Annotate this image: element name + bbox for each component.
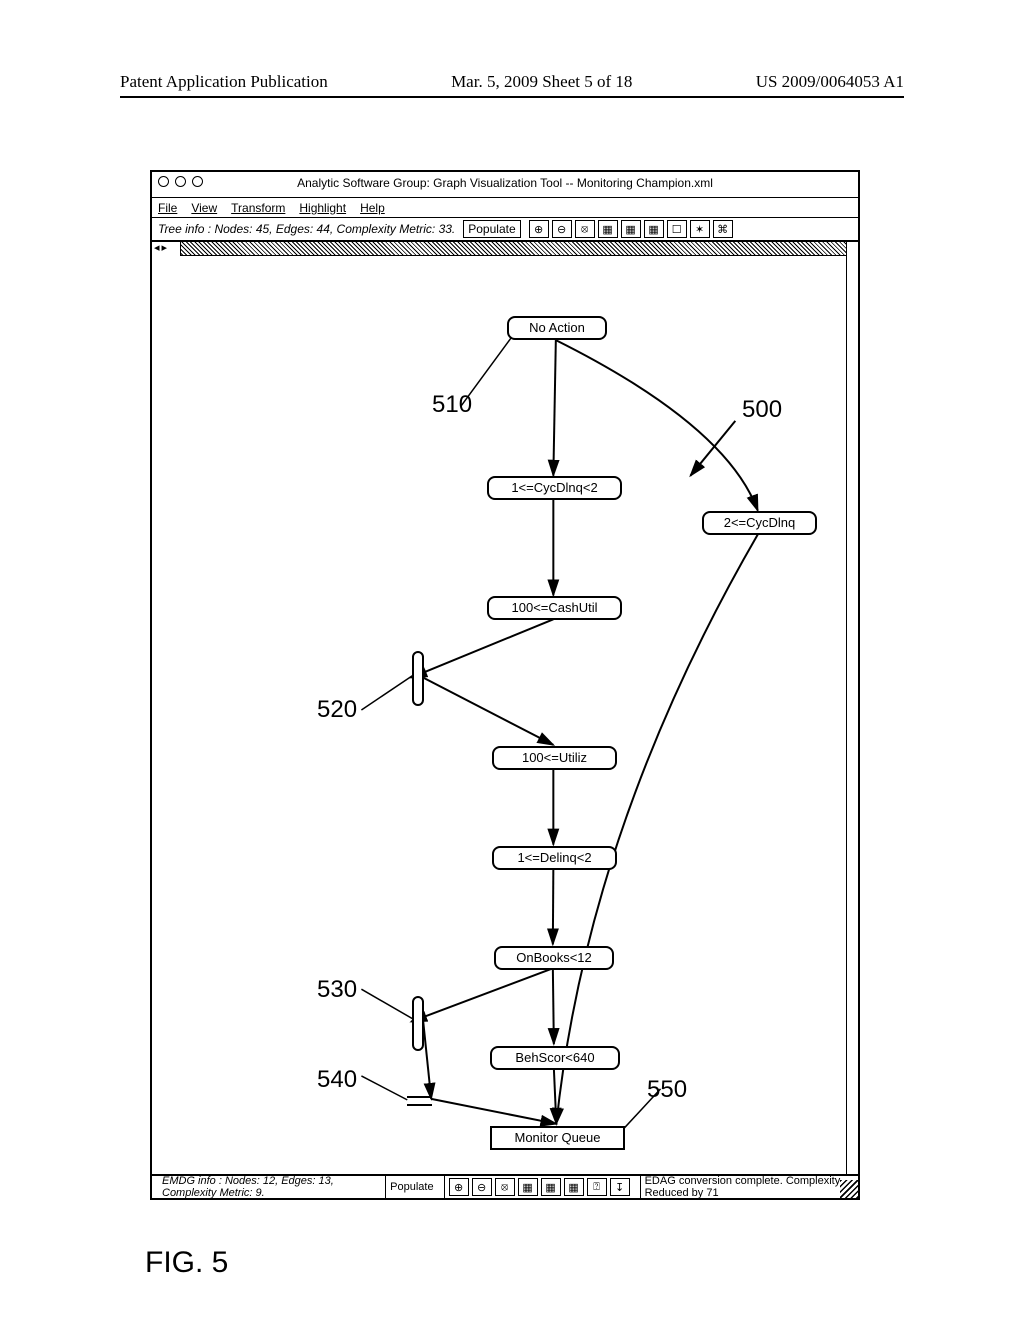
node-delq: 1<=Delinq<2 bbox=[492, 846, 617, 870]
tree-info-text: Tree info : Nodes: 45, Edges: 44, Comple… bbox=[158, 222, 455, 236]
toolbar-icon[interactable]: ▦ bbox=[598, 220, 618, 238]
toolbar-icon[interactable]: ⊖ bbox=[552, 220, 572, 238]
ref-550: 550 bbox=[647, 1076, 687, 1104]
node-cyc1: 1<=CycDlnq<2 bbox=[487, 476, 622, 500]
status-bar: EMDG info : Nodes: 12, Edges: 13, Comple… bbox=[152, 1174, 858, 1198]
page-header: Patent Application Publication Mar. 5, 2… bbox=[120, 72, 904, 92]
toolbar-icon[interactable]: ⊕ bbox=[529, 220, 549, 238]
header-mid: Mar. 5, 2009 Sheet 5 of 18 bbox=[451, 72, 632, 92]
window-title: Analytic Software Group: Graph Visualiza… bbox=[152, 176, 858, 190]
bar-b520 bbox=[412, 651, 424, 706]
patent-page: Patent Application Publication Mar. 5, 2… bbox=[0, 0, 1024, 1320]
toolbar-icons[interactable]: ⊕⊖⦻▦▦▦☐✶⌘ bbox=[529, 220, 733, 238]
figure-label: FIG. 5 bbox=[145, 1246, 228, 1280]
status-icons[interactable]: ⊕⊖⦻▦▦▦⍰↧ bbox=[444, 1176, 634, 1198]
menu-help[interactable]: Help bbox=[360, 201, 385, 215]
toolbar-icon[interactable]: ↧ bbox=[610, 1178, 630, 1196]
ref-500: 500 bbox=[742, 396, 782, 424]
bar-b530 bbox=[412, 996, 424, 1051]
menu-file[interactable]: File bbox=[158, 201, 177, 215]
header-right: US 2009/0064053 A1 bbox=[756, 72, 904, 92]
scrollbar-vertical[interactable] bbox=[846, 242, 858, 1174]
resize-grip-icon[interactable] bbox=[840, 1180, 858, 1198]
ref-510: 510 bbox=[432, 391, 472, 419]
toolbar-icon[interactable]: ▦ bbox=[518, 1178, 538, 1196]
toolbar-icon[interactable]: ⊕ bbox=[449, 1178, 469, 1196]
toolbar-icon[interactable]: ⦻ bbox=[495, 1178, 515, 1196]
tree-info-bar: Tree info : Nodes: 45, Edges: 44, Comple… bbox=[152, 218, 858, 242]
node-cyc2: 2<=CycDlnq bbox=[702, 511, 817, 535]
ref-540: 540 bbox=[317, 1066, 357, 1094]
toolbar-icon[interactable]: ✶ bbox=[690, 220, 710, 238]
toolbar-icon[interactable]: ☐ bbox=[667, 220, 687, 238]
node-beh: BehScor<640 bbox=[490, 1046, 620, 1070]
graph-canvas: No Action 1<=CycDlnq<2 2<=CycDlnq 100<=Cash… bbox=[152, 256, 846, 1174]
status-left: EMDG info : Nodes: 12, Edges: 13, Comple… bbox=[158, 1176, 379, 1198]
toolbar-icon[interactable]: ⊖ bbox=[472, 1178, 492, 1196]
menu-highlight[interactable]: Highlight bbox=[299, 201, 346, 215]
toolbar-icon[interactable]: ▦ bbox=[621, 220, 641, 238]
menu-bar[interactable]: File View Transform Highlight Help bbox=[152, 198, 858, 218]
node-root: No Action bbox=[507, 316, 607, 340]
populate-button[interactable]: Populate bbox=[463, 220, 520, 238]
bar-h540 bbox=[407, 1096, 432, 1106]
menu-transform[interactable]: Transform bbox=[231, 201, 285, 215]
ref-520: 520 bbox=[317, 696, 357, 724]
header-rule bbox=[120, 96, 904, 98]
toolbar-icon[interactable]: ⦻ bbox=[575, 220, 595, 238]
toolbar-icon[interactable]: ⌘ bbox=[713, 220, 733, 238]
app-window: Analytic Software Group: Graph Visualiza… bbox=[150, 170, 860, 1200]
status-right: EDAG conversion complete. Complexity Red… bbox=[640, 1176, 858, 1198]
ref-530: 530 bbox=[317, 976, 357, 1004]
node-monitor: Monitor Queue bbox=[490, 1126, 625, 1150]
scrollbar-horizontal[interactable] bbox=[152, 242, 846, 256]
toolbar-icon[interactable]: ▦ bbox=[644, 220, 664, 238]
node-util: 100<=Utiliz bbox=[492, 746, 617, 770]
node-cash: 100<=CashUtil bbox=[487, 596, 622, 620]
status-populate-button[interactable]: Populate bbox=[385, 1176, 437, 1198]
toolbar-icon[interactable]: ⍰ bbox=[587, 1178, 607, 1196]
header-left: Patent Application Publication bbox=[120, 72, 328, 92]
toolbar-icon[interactable]: ▦ bbox=[564, 1178, 584, 1196]
node-onbk: OnBooks<12 bbox=[494, 946, 614, 970]
menu-view[interactable]: View bbox=[191, 201, 217, 215]
graph-edges bbox=[152, 256, 846, 1174]
toolbar-icon[interactable]: ▦ bbox=[541, 1178, 561, 1196]
window-titlebar: Analytic Software Group: Graph Visualiza… bbox=[152, 172, 858, 198]
